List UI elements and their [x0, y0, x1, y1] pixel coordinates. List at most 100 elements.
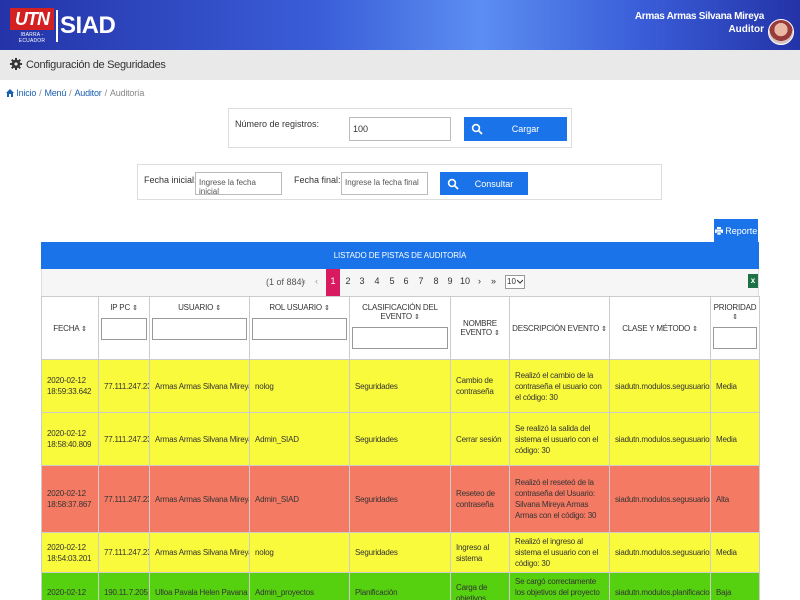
sort-icon: ⇕: [493, 330, 500, 337]
cell-rol: nolog: [249, 532, 350, 573]
cell-rol: nolog: [249, 359, 350, 413]
col-prioridad[interactable]: PRIORIDAD ⇕: [710, 296, 760, 360]
cell-clase: siadutn.modulos.segusuarios.vi: [609, 359, 711, 413]
logo-text: UTN: [10, 8, 54, 30]
sort-icon: ⇕: [132, 305, 138, 312]
filter-clasificacion-input[interactable]: [352, 327, 448, 349]
col-clase-metodo[interactable]: CLASE Y MÉTODO ⇕: [609, 296, 711, 360]
end-date-input[interactable]: Ingrese la fecha final: [341, 172, 428, 195]
logo-subtext: IBARRA - ECUADOR: [18, 32, 46, 44]
audit-table: FECHA ⇕ IP PC ⇕ USUARIO ⇕ ROL USUARIO ⇕ …: [41, 296, 760, 600]
cell-clasificacion: Seguridades: [349, 359, 451, 413]
page-10[interactable]: 10: [459, 276, 470, 286]
cell-evento: Ingreso al sistema: [450, 532, 510, 573]
cell-prioridad: Alta: [710, 465, 760, 533]
records-form: Número de registros: 100 Cargar: [228, 108, 572, 148]
start-date-label: Fecha inicial:: [144, 175, 197, 185]
last-page-button[interactable]: »: [491, 276, 497, 286]
paginator: (1 of 884) « ‹ 1 2 3 4 5 6 7 8 9 10 › » …: [41, 269, 759, 296]
utn-logo[interactable]: UTN IBARRA - ECUADOR: [10, 8, 54, 44]
cell-rol: Admin_proyectos: [249, 572, 350, 600]
search-icon: [447, 178, 459, 190]
breadcrumb-current: Auditoría: [109, 88, 145, 98]
cell-descripcion: Realizó el reseteó de la contraseña del …: [509, 465, 610, 533]
page-6[interactable]: 6: [403, 276, 409, 286]
breadcrumb-auditor[interactable]: Auditor: [74, 88, 102, 98]
table-row[interactable]: 2020-02-12 190.11.7.205 Ulloa Pavala Hel…: [41, 572, 760, 600]
cell-prioridad: Media: [710, 359, 760, 413]
cell-ip: 190.11.7.205: [98, 572, 150, 600]
logo-divider: [56, 10, 58, 42]
sort-icon: ⇕: [692, 325, 698, 333]
cell-clasificacion: Seguridades: [349, 465, 451, 533]
filter-rol-input[interactable]: [252, 318, 347, 340]
page-9[interactable]: 9: [447, 276, 453, 286]
first-page-button[interactable]: «: [301, 276, 307, 286]
cell-usuario: Armas Armas Silvana Mireya: [149, 532, 250, 573]
cell-rol: Admin_SIAD: [249, 465, 350, 533]
page-5[interactable]: 5: [389, 276, 395, 286]
cell-ip: 77.111.247.232: [98, 532, 150, 573]
page-2[interactable]: 2: [345, 276, 351, 286]
start-date-input[interactable]: Ingrese la fecha inicial: [195, 172, 282, 196]
table-row[interactable]: 2020-02-12 18:54:03.201 77.111.247.232 A…: [41, 532, 760, 573]
cargar-label: Cargar: [511, 124, 540, 134]
cell-usuario: Armas Armas Silvana Mireya: [149, 412, 250, 466]
sort-icon: ⇕: [732, 314, 738, 321]
table-row[interactable]: 2020-02-12 18:59:33.642 77.111.247.232 A…: [41, 359, 760, 413]
avatar[interactable]: [768, 19, 794, 45]
col-clasificacion[interactable]: CLASIFICACIÓN DEL EVENTO ⇕: [349, 296, 451, 360]
cell-fecha: 2020-02-12 18:54:03.201: [41, 532, 99, 573]
cell-evento: Cambio de contraseña: [450, 359, 510, 413]
next-page-button[interactable]: ›: [478, 276, 481, 286]
reporte-button[interactable]: Reporte: [714, 219, 758, 242]
cell-fecha: 2020-02-12 18:58:40.809: [41, 412, 99, 466]
consultar-button[interactable]: Consultar: [440, 172, 528, 195]
records-input[interactable]: 100: [349, 117, 451, 141]
col-descripcion[interactable]: DESCRIPCIÓN EVENTO ⇕: [509, 296, 610, 360]
chevron-down-icon: [516, 279, 524, 284]
col-usuario[interactable]: USUARIO ⇕: [149, 296, 250, 360]
filter-ip-input[interactable]: [101, 318, 147, 340]
print-icon: [714, 227, 723, 236]
records-label: Número de registros:: [235, 119, 320, 129]
page-4[interactable]: 4: [374, 276, 380, 286]
excel-export-icon[interactable]: x: [748, 274, 758, 288]
user-role: Auditor: [728, 24, 764, 35]
page-3[interactable]: 3: [359, 276, 365, 286]
sort-icon: ⇕: [215, 305, 221, 312]
col-nombre-evento[interactable]: NOMBRE EVENTO ⇕: [450, 296, 510, 360]
col-fecha[interactable]: FECHA ⇕: [41, 296, 99, 360]
user-name[interactable]: Armas Armas Silvana Mireya: [634, 11, 764, 22]
cell-ip: 77.111.247.232: [98, 465, 150, 533]
page-8[interactable]: 8: [433, 276, 439, 286]
col-rol-usuario[interactable]: ROL USUARIO ⇕: [249, 296, 350, 360]
breadcrumb-menu[interactable]: Menú: [44, 88, 67, 98]
filter-prioridad-input[interactable]: [713, 327, 757, 349]
rows-per-page-select[interactable]: 10: [505, 275, 525, 289]
cell-evento: Cerrar sesión: [450, 412, 510, 466]
cell-descripcion: Se realizó la salida del sistema el usua…: [509, 412, 610, 466]
cell-ip: 77.111.247.232: [98, 412, 150, 466]
table-row[interactable]: 2020-02-12 18:58:37.867 77.111.247.232 A…: [41, 465, 760, 533]
reporte-label: Reporte: [725, 226, 758, 236]
cargar-button[interactable]: Cargar: [464, 117, 567, 141]
cell-clasificacion: Seguridades: [349, 412, 451, 466]
home-icon: [6, 89, 14, 97]
col-ip-pc[interactable]: IP PC ⇕: [98, 296, 150, 360]
cell-descripcion: Realizó el ingreso al sistema el usuario…: [509, 532, 610, 573]
breadcrumb-inicio[interactable]: Inicio: [16, 88, 37, 98]
cell-clase: siadutn.modulos.segusuarios.vi: [609, 532, 711, 573]
cell-fecha: 2020-02-12 18:58:37.867: [41, 465, 99, 533]
cell-prioridad: Media: [710, 412, 760, 466]
cell-usuario: Armas Armas Silvana Mireya: [149, 465, 250, 533]
top-bar: UTN IBARRA - ECUADOR SIAD Armas Armas Si…: [0, 0, 800, 50]
page-1[interactable]: 1: [326, 269, 340, 296]
filter-usuario-input[interactable]: [152, 318, 247, 340]
prev-page-button[interactable]: ‹: [315, 276, 318, 286]
app-name[interactable]: SIAD: [60, 12, 116, 39]
page-7[interactable]: 7: [418, 276, 424, 286]
cell-clase: siadutn.modulos.segusuarios.vi: [609, 465, 711, 533]
table-row[interactable]: 2020-02-12 18:58:40.809 77.111.247.232 A…: [41, 412, 760, 466]
cell-descripcion: Realizó el cambio de la contraseña el us…: [509, 359, 610, 413]
